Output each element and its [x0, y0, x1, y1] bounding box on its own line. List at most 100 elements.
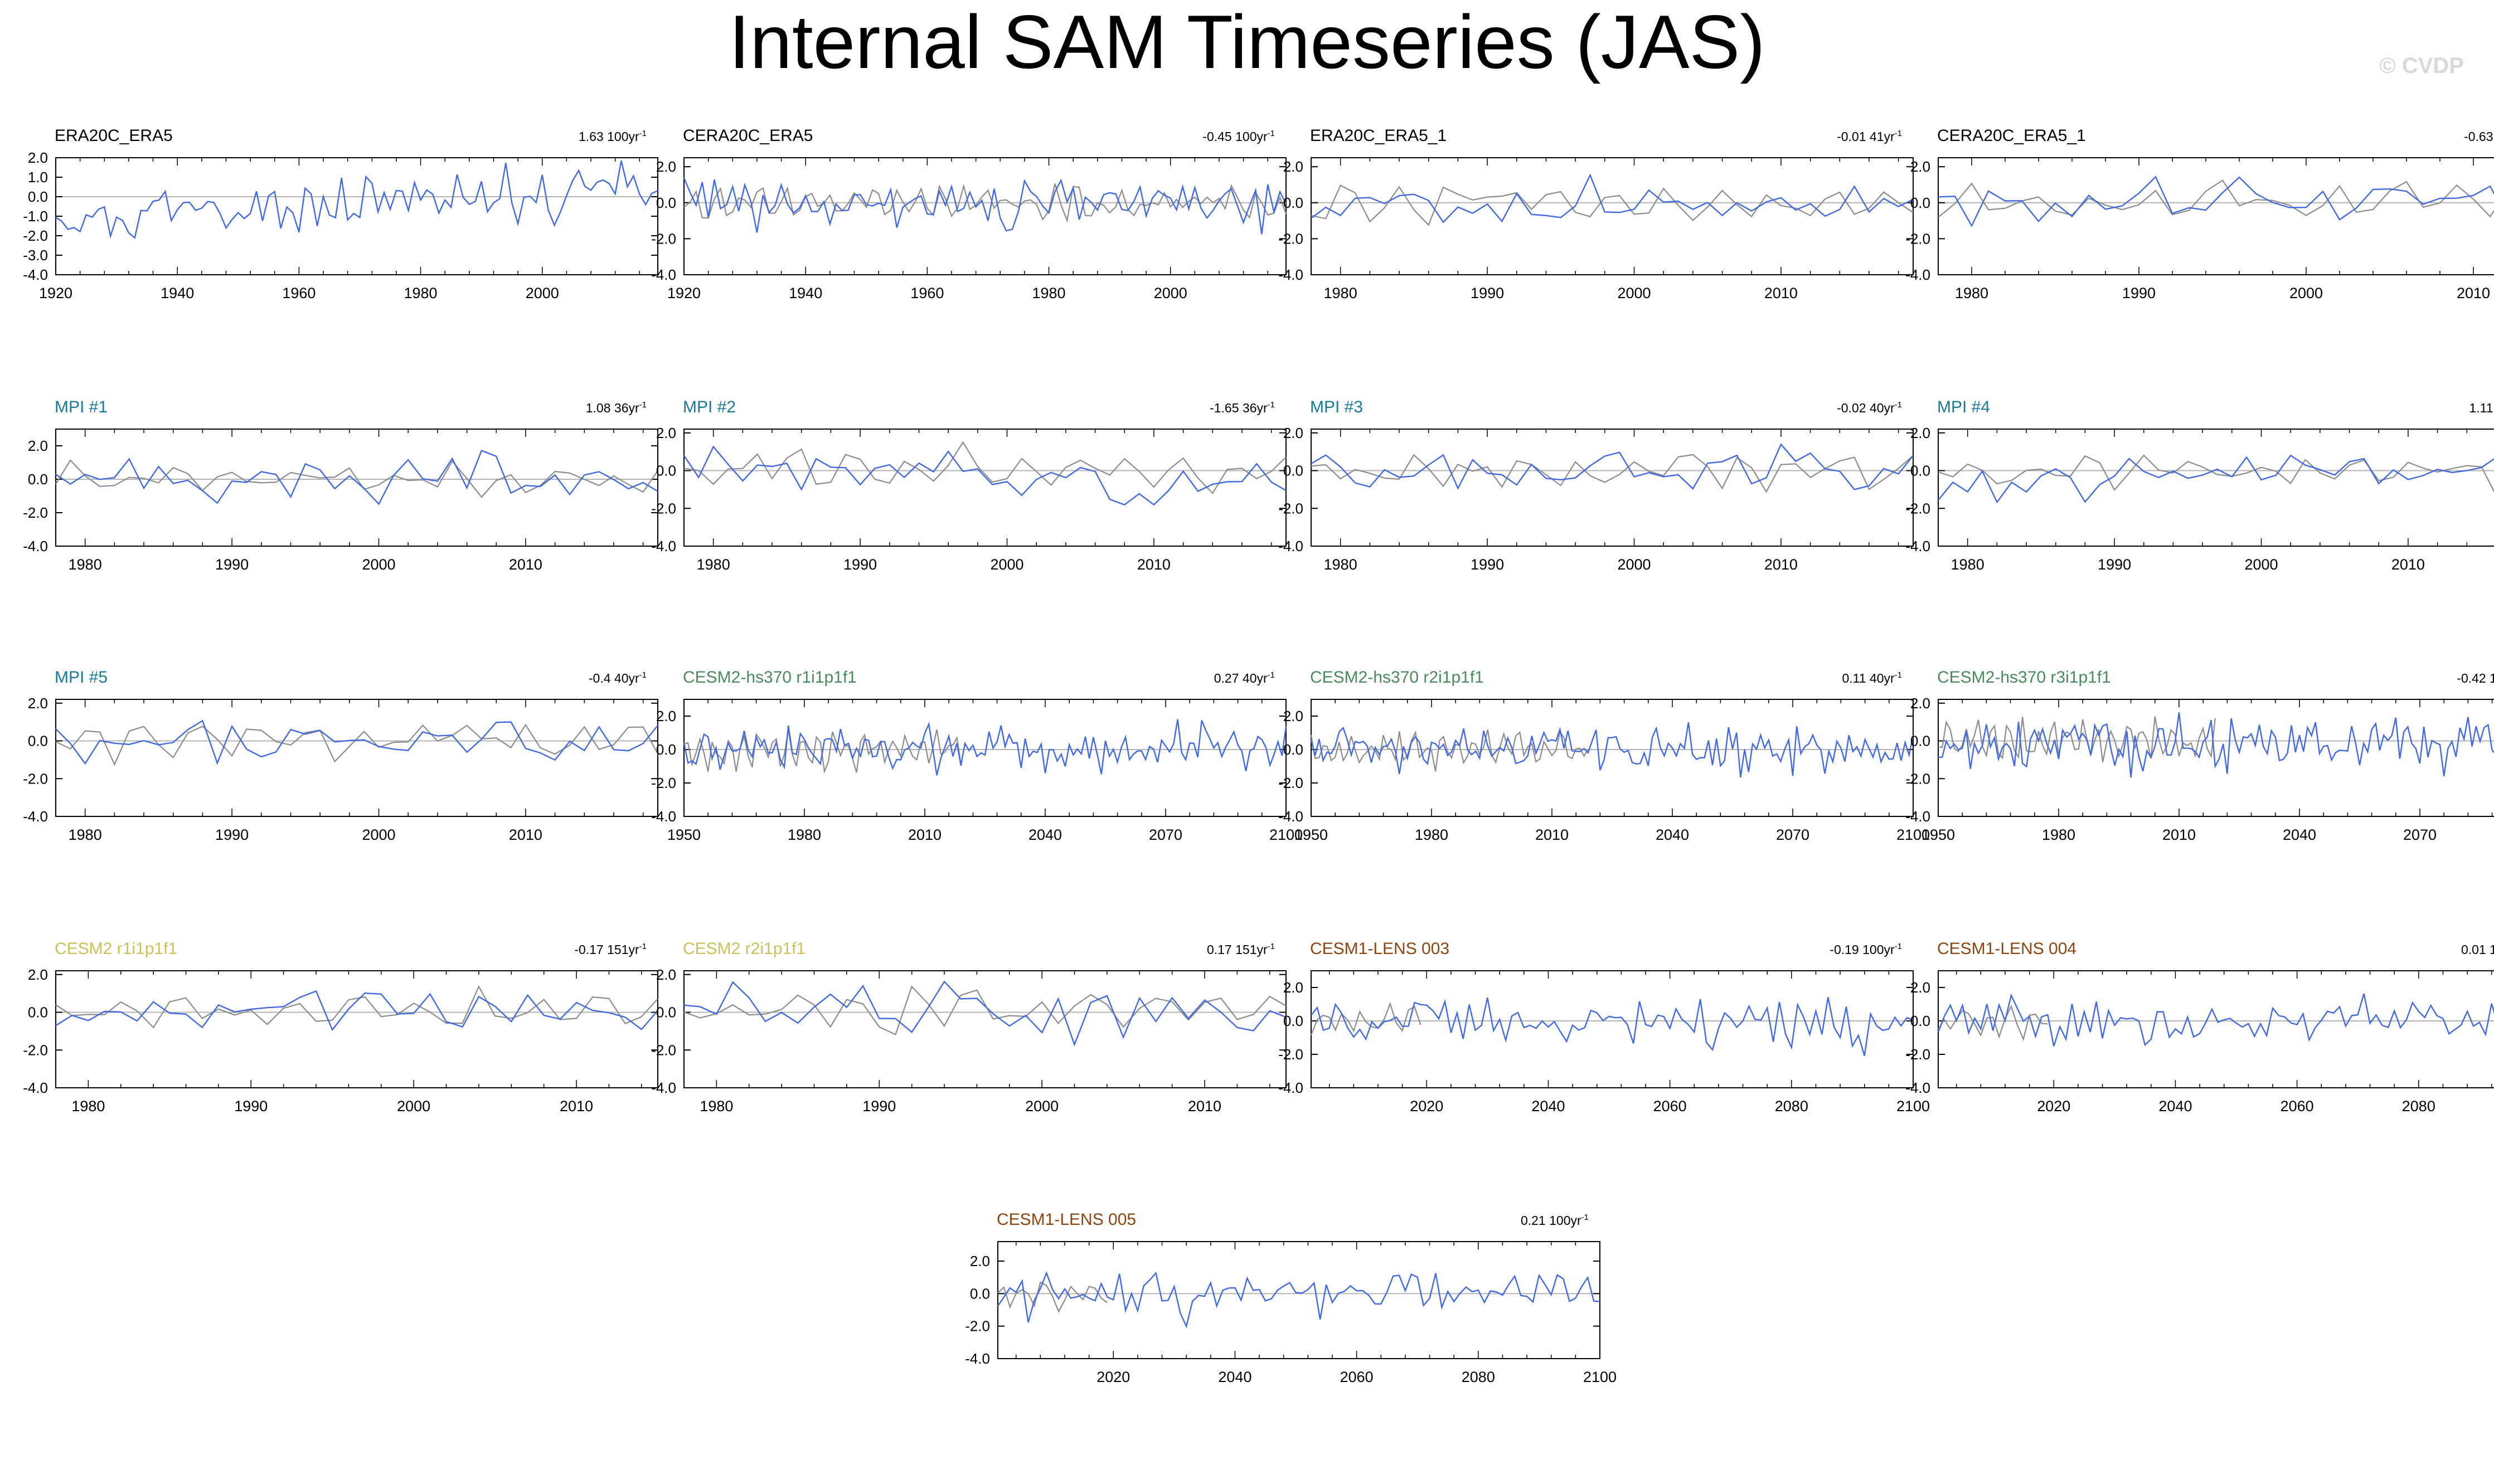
x-tick-label: 2010: [509, 826, 542, 843]
panel-11: CESM2-hs370 r2i1p1f1 0.11 40yr-1 2.0 0.0 -2.…: [1278, 668, 1930, 843]
model-series-line: [55, 160, 658, 239]
panel-8: MPI #4 1.11 40yr-1 2.0 0.0 -2.0 -4.0 1980 1990 2…: [1905, 398, 2494, 573]
trend-label: -0.01 41yr-1: [1837, 129, 1902, 144]
model-series-line: [683, 719, 1287, 776]
obs-series-line: [55, 459, 658, 498]
y-tick-label: 2.0: [1910, 695, 1930, 712]
x-tick-label: 2000: [362, 826, 395, 843]
panel-13: CESM2 r1i1p1f1 -0.17 151yr-1 2.0 0.0 -2.0 -4.…: [23, 940, 658, 1115]
model-series-line: [1937, 993, 2494, 1047]
x-tick-label: 2060: [2280, 1098, 2314, 1115]
plot-frame: [1311, 429, 1914, 547]
x-tick-label: 1990: [215, 826, 249, 843]
panel-title: CESM1-LENS 003: [1310, 940, 1449, 958]
y-tick-label: -4.0: [23, 1079, 48, 1096]
y-tick-label: 2.0: [28, 149, 48, 166]
obs-series-line: [997, 1281, 1108, 1313]
y-tick-label: -2.0: [1905, 770, 1930, 787]
y-tick-label: -4.0: [1278, 808, 1303, 825]
y-tick-label: 0.0: [1283, 463, 1303, 479]
x-tick-label: 1960: [282, 285, 316, 301]
x-tick-label: 2100: [1896, 826, 1930, 843]
x-tick-label: 2070: [2403, 826, 2437, 843]
y-tick-label: -2.0: [651, 775, 676, 791]
panel-title: MPI #3: [1310, 398, 1363, 416]
x-tick-label: 2020: [2037, 1098, 2070, 1115]
trend-label: 0.17 151yr-1: [1207, 942, 1275, 957]
x-tick-label: 2020: [1410, 1098, 1443, 1115]
panel-title: CESM1-LENS 005: [997, 1210, 1136, 1229]
y-tick-label: -2.0: [23, 504, 48, 521]
plot-frame: [1938, 429, 2494, 547]
y-tick-label: 0.0: [1283, 1013, 1303, 1029]
x-tick-label: 2010: [1137, 556, 1171, 573]
y-tick-label: -2.0: [651, 500, 676, 517]
y-tick-label: 0.0: [656, 1004, 676, 1021]
x-tick-label: 1980: [1032, 285, 1066, 301]
x-tick-label: 1980: [1324, 556, 1357, 573]
y-tick-label: 0.0: [1910, 733, 1930, 750]
panel-title: CERA20C_ERA5_1: [1937, 126, 2086, 145]
obs-series-line: [55, 723, 658, 766]
y-tick-label: -4.0: [23, 538, 48, 554]
panel-title: CESM2-hs370 r3i1p1f1: [1937, 668, 2111, 687]
trend-label: -0.02 40yr-1: [1837, 400, 1902, 415]
panel-title: CESM2 r2i1p1f1: [683, 940, 806, 958]
model-series-line: [1311, 173, 1914, 223]
panel-17: CESM1-LENS 005 0.21 100yr-1 2.0 0.0 -2.0 -4.0…: [965, 1210, 1617, 1385]
x-tick-label: 1950: [1922, 826, 1955, 843]
model-series-line: [997, 1271, 1600, 1329]
y-tick-label: -2.0: [23, 1042, 48, 1058]
panel-6: MPI #2 -1.65 36yr-1 2.0 0.0 -2.0 -4.0 1980 1990…: [651, 398, 1287, 573]
x-tick-label: 1980: [69, 826, 102, 843]
panel-9: MPI #5 -0.4 40yr-1 2.0 0.0 -2.0 -4.0 1980 1990 2…: [23, 668, 658, 843]
x-tick-label: 2100: [1896, 1098, 1930, 1115]
panel-1: ERA20C_ERA5 1.63 100yr-1 2.0 1.0 0.0 -1.0 -2.0…: [23, 126, 658, 301]
panel-title: CESM2-hs370 r1i1p1f1: [683, 668, 857, 687]
plot-frame: [55, 970, 658, 1088]
y-tick-label: 0.0: [28, 733, 48, 750]
x-tick-label: 2000: [1154, 285, 1187, 301]
x-tick-label: 1990: [2122, 285, 2156, 301]
x-tick-label: 1990: [234, 1098, 268, 1115]
y-tick-label: -2.0: [965, 1318, 990, 1335]
plot-frame: [683, 429, 1287, 547]
y-tick-label: 2.0: [28, 437, 48, 454]
y-tick-label: -2.0: [1278, 1046, 1303, 1063]
x-tick-label: 2080: [2402, 1098, 2435, 1115]
obs-series-line: [1311, 454, 1914, 493]
panel-title: MPI #2: [683, 398, 736, 416]
x-tick-label: 1940: [789, 285, 822, 301]
trend-label: -0.19 100yr-1: [1830, 942, 1902, 957]
x-tick-label: 2010: [1764, 556, 1798, 573]
x-tick-label: 1920: [667, 285, 701, 301]
x-tick-label: 2000: [1617, 285, 1651, 301]
trend-label: -0.17 151yr-1: [574, 942, 647, 957]
x-tick-label: 1990: [215, 556, 249, 573]
y-tick-label: -4.0: [23, 266, 48, 283]
x-tick-label: 1980: [1951, 556, 1984, 573]
x-tick-label: 2020: [1096, 1369, 1130, 1385]
x-tick-label: 2040: [1656, 826, 1689, 843]
obs-series-line: [1938, 716, 2216, 763]
y-tick-label: 2.0: [28, 966, 48, 983]
x-tick-label: 1980: [69, 556, 102, 573]
model-series-line: [683, 445, 1287, 506]
x-tick-label: 2100: [1583, 1369, 1617, 1385]
model-series-line: [683, 980, 1287, 1047]
x-tick-label: 2010: [2162, 826, 2196, 843]
trend-label: -0.4 40yr-1: [589, 670, 647, 685]
x-tick-label: 1950: [667, 826, 701, 843]
y-tick-label: -2.0: [1905, 500, 1930, 517]
plot-frame: [683, 970, 1287, 1088]
trend-label: -0.45 100yr-1: [1202, 129, 1275, 144]
y-tick-label: 2.0: [1283, 158, 1303, 175]
y-tick-label: 0.0: [1910, 463, 1930, 479]
model-series-line: [55, 990, 658, 1031]
x-tick-label: 2070: [1776, 826, 1809, 843]
panel-10: CESM2-hs370 r1i1p1f1 0.27 40yr-1 2.0 0.0 -2.…: [651, 668, 1303, 843]
y-tick-label: 1.0: [28, 169, 48, 186]
x-tick-label: 2040: [1028, 826, 1062, 843]
x-tick-label: 2010: [2457, 285, 2490, 301]
